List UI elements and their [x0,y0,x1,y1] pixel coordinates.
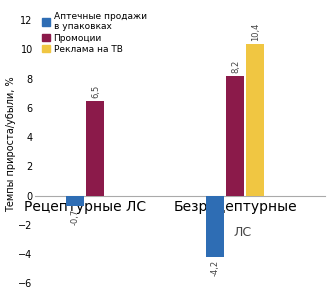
Text: 8,2: 8,2 [231,60,240,73]
Bar [67,196,84,206]
Text: 10,4: 10,4 [251,22,260,41]
Bar [226,76,245,196]
Bar [207,196,224,257]
Text: -0,7: -0,7 [71,209,80,225]
Bar [247,44,264,196]
Legend: Аптечные продажи
в упаковках, Промоции, Реклама на ТВ: Аптечные продажи в упаковках, Промоции, … [40,10,148,55]
Text: -4,2: -4,2 [211,260,220,276]
Y-axis label: Темпы прироста/убыли, %: Темпы прироста/убыли, % [6,77,16,212]
Text: ЛС: ЛС [234,226,252,239]
Text: 6,5: 6,5 [91,84,100,98]
Bar [86,101,105,196]
